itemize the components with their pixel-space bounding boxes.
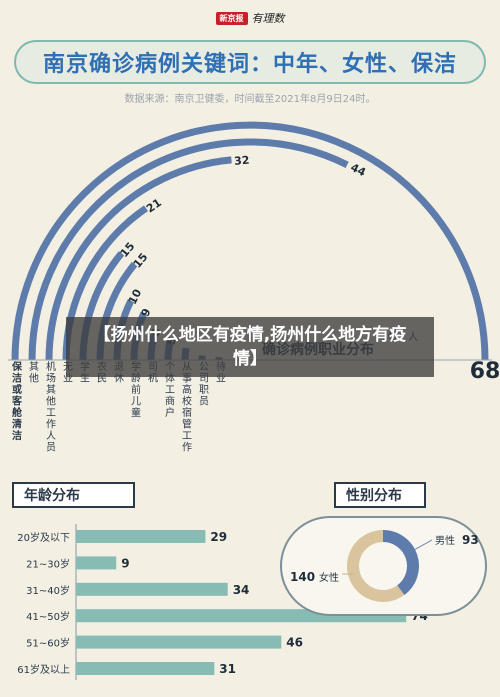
age-category-label-1: 21~30岁 [26, 557, 70, 570]
data-source-note: 数据来源：南京卫健委，时间截至2021年8月9日24时。 [124, 94, 376, 105]
age-value-label-1: 9 [121, 556, 129, 570]
age-section-title-text: 年龄分布 [24, 488, 80, 504]
age-category-label-2: 31~40岁 [26, 584, 70, 597]
occupation-arc-0 [11, 121, 489, 361]
headline-overlay-text: 【扬州什么地区有疫情,扬州什么地方有疫情】 [93, 325, 407, 369]
age-value-label-5: 31 [219, 662, 236, 676]
gender-slice-0 [382, 530, 419, 596]
gender-value-label-0: 93 [462, 533, 479, 547]
gender-value-label-1: 140 [290, 570, 315, 584]
age-category-label-3: 41~50岁 [26, 610, 70, 623]
gender-donut-chart: 男性 93 140 女性 [290, 530, 479, 602]
occupation-category-label-2: 机场其他工作人员 [46, 360, 56, 454]
occupation-arc-chart: 68保洁或客舱清洁44其他32机场其他工作人员21无业15学生15农民10退休9… [8, 121, 500, 454]
age-category-label-0: 20岁及以下 [17, 531, 70, 544]
age-bar-0 [76, 530, 206, 543]
age-bar-5 [76, 662, 215, 675]
occupation-category-label-0: 保洁或客舱清洁 [11, 360, 23, 442]
occupation-value-label-1: 44 [348, 161, 368, 180]
age-value-label-4: 46 [286, 636, 303, 650]
age-value-label-0: 29 [210, 530, 227, 544]
age-bar-1 [76, 556, 117, 570]
occupation-arc-1 [28, 138, 349, 361]
occupation-value-label-6: 10 [126, 287, 145, 307]
occupation-value-label-2: 32 [234, 154, 250, 168]
newspaper-logo: 新京报 [215, 11, 248, 25]
age-category-label-5: 61岁及以上 [17, 663, 70, 676]
gender-section-title-text: 性别分布 [346, 488, 402, 504]
occupation-value-label-0: 68 [470, 359, 500, 384]
brand-logo: 有理数 [251, 12, 285, 25]
occupation-value-label-3: 21 [144, 196, 164, 215]
age-bar-4 [76, 635, 282, 649]
gender-category-label-0: 男性 [435, 534, 455, 547]
occupation-arc-2 [45, 156, 232, 361]
gender-section-title: 性别分布 [334, 482, 426, 508]
age-category-label-4: 51~60岁 [26, 637, 70, 650]
page-title-bar: 南京确诊病例关键词：中年、女性、保洁 [14, 40, 486, 84]
age-section-title: 年龄分布 [12, 482, 135, 508]
age-bar-2 [76, 582, 228, 596]
age-value-label-2: 34 [233, 583, 250, 597]
masthead: 新京报 有理数 [0, 9, 500, 27]
gender-category-label-1: 女性 [319, 571, 339, 584]
gender-leader-0 [413, 539, 433, 551]
headline-overlay: 【扬州什么地区有疫情,扬州什么地方有疫情】 [66, 317, 434, 377]
occupation-category-label-1: 其他 [29, 361, 39, 385]
gender-slice-1 [347, 530, 405, 602]
page-title: 南京确诊病例关键词：中年、女性、保洁 [42, 52, 457, 77]
